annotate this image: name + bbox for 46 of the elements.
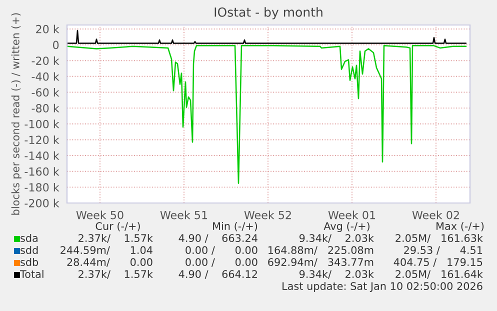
- y-tick-label: 20 k: [36, 24, 60, 34]
- y-tick-label: -140 k: [24, 151, 60, 160]
- text: 28.44m/ 0.00: [67, 258, 152, 267]
- text: 9.34k/ 2.03k: [299, 270, 374, 279]
- y-tick-label: -20 k: [32, 56, 60, 65]
- text: 0.00 / 0.00: [186, 246, 258, 255]
- chart-title: IOstat - by month: [214, 7, 322, 20]
- line-series: [67, 44, 467, 184]
- text: 2.05M/ 161.64k: [396, 270, 483, 279]
- y-tick-label: -120 k: [24, 135, 60, 144]
- y-axis-title: blocks per second read (-) / written (+): [11, 13, 22, 215]
- text: 2.37k/ 1.57k: [78, 234, 153, 243]
- x-tick-label: Week 52: [244, 210, 291, 220]
- text: 0.00 / 0.00: [186, 258, 258, 267]
- legend-label: sdd: [20, 246, 38, 254]
- y-tick-label: -100 k: [24, 120, 60, 128]
- y-tick-label: -80 k: [32, 104, 60, 112]
- text: 164.88m/ 225.08m: [268, 246, 374, 255]
- y-tick-label: -180 k: [24, 182, 60, 192]
- text: 404.75 / 179.15: [394, 258, 482, 267]
- text: 2.05M/ 161.63k: [396, 234, 483, 243]
- text: 4.90 / 664.12: [178, 270, 257, 279]
- text: Max (-/+): [436, 222, 484, 232]
- legend-label: sda: [20, 234, 38, 242]
- text: 2.37k/ 1.57k: [78, 270, 153, 279]
- y-tick-label: -160 k: [24, 167, 60, 176]
- legend-label: Total: [20, 270, 44, 278]
- text: Min (-/+): [213, 222, 258, 232]
- y-tick-label: 0: [53, 40, 59, 50]
- x-tick-label: Week 02: [412, 210, 459, 220]
- y-tick-label: -200 k: [24, 198, 60, 208]
- text: Avg (-/+): [324, 222, 370, 232]
- legend-label: sdb: [20, 258, 38, 266]
- text: 4.90 / 663.24: [178, 234, 258, 243]
- text: 9.34k/ 2.03k: [299, 234, 374, 243]
- text: 29.53 / 4.51: [404, 246, 482, 255]
- x-tick-label: Week 51: [160, 210, 208, 220]
- y-tick-label: -40 k: [32, 72, 60, 81]
- y-tick-label: -60 k: [32, 88, 60, 97]
- text: Cur (-/+): [96, 222, 140, 232]
- text: 244.59m/ 1.04: [60, 246, 152, 255]
- x-tick-label: Week 01: [328, 210, 376, 220]
- text: Last update: Sat Jan 10 02:50:00 2026: [282, 282, 482, 292]
- x-tick-label: Week 50: [76, 210, 124, 220]
- text: 692.94m/ 343.77m: [268, 258, 374, 267]
- line-series: [67, 30, 467, 44]
